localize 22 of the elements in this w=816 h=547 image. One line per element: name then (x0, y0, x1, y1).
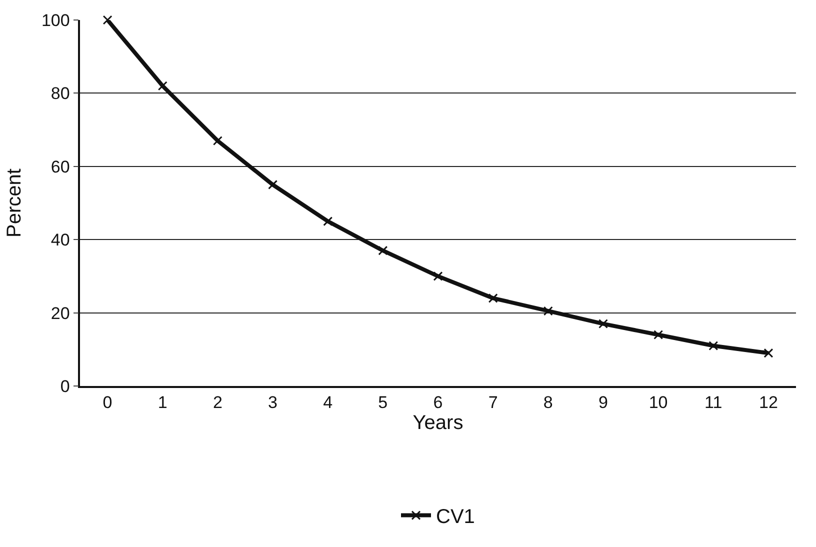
y-tick-label: 0 (60, 376, 70, 396)
x-axis-title: Years (412, 412, 464, 434)
x-tick-label: 5 (378, 393, 388, 412)
x-tick-label: 6 (433, 393, 443, 412)
x-tick-label: 1 (158, 393, 168, 412)
x-tick-label: 12 (759, 393, 778, 412)
x-tick-label: 10 (648, 393, 668, 412)
x-tick-label: 2 (212, 393, 222, 412)
x-tick-label: 11 (704, 393, 722, 412)
y-tick-label: 40 (50, 230, 70, 250)
y-tick-label: 100 (41, 10, 70, 30)
y-tick-label: 60 (50, 157, 70, 176)
y-axis-title: Percent (3, 168, 26, 238)
x-tick-label: 0 (102, 393, 112, 412)
legend-label: CV1 (436, 506, 475, 528)
x-tick-label: 7 (488, 393, 498, 412)
y-tick-label: 20 (50, 304, 70, 323)
x-tick-label: 3 (268, 393, 278, 412)
y-tick-label: 80 (50, 84, 70, 104)
x-tick-label: 8 (543, 393, 553, 412)
x-tick-label: 4 (323, 393, 333, 412)
x-tick-label: 9 (598, 393, 608, 412)
